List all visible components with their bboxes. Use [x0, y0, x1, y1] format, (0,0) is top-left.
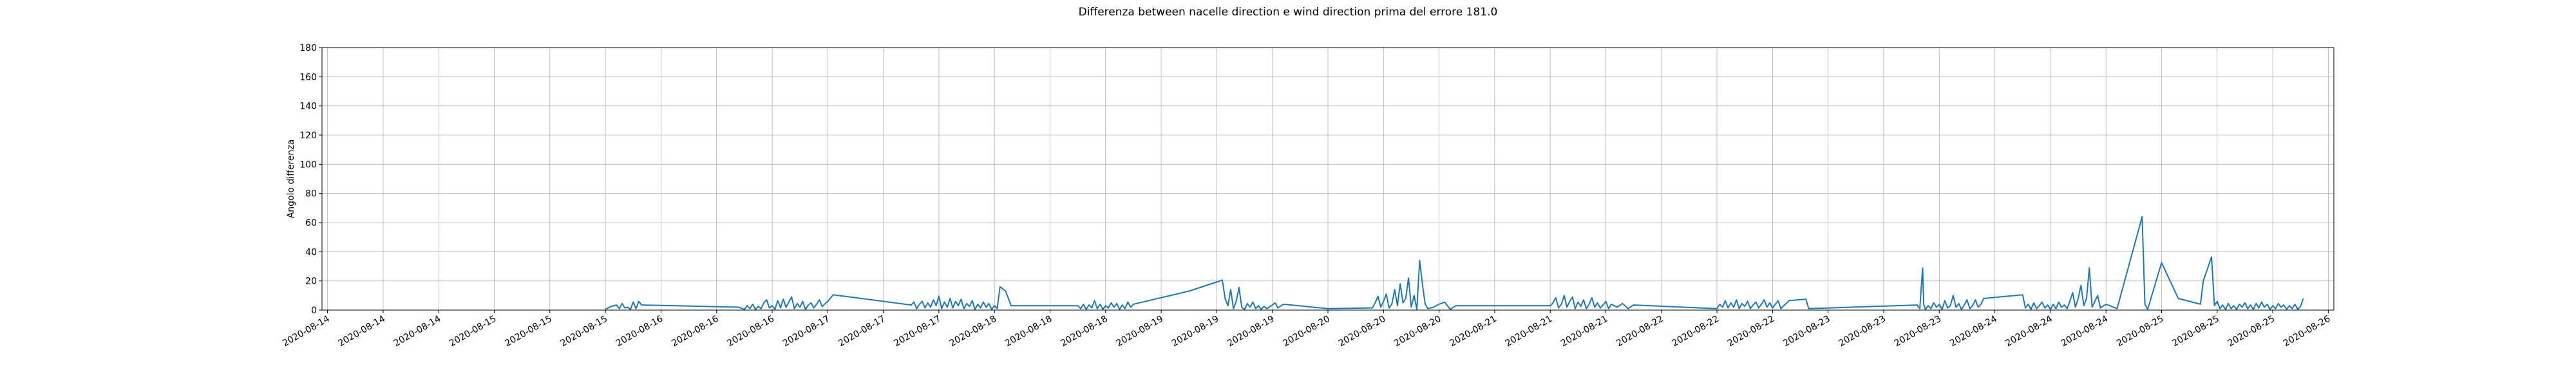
y-tick-label: 180 — [299, 43, 317, 53]
chart-title: Differenza between nacelle direction e w… — [1079, 6, 1498, 19]
y-tick-label: 0 — [311, 306, 317, 316]
y-tick-label: 80 — [305, 189, 317, 199]
y-tick-label: 60 — [305, 218, 317, 228]
series-line — [605, 216, 2304, 310]
y-tick-label: 140 — [299, 102, 317, 112]
line-layer — [605, 216, 2304, 310]
y-axis: 0 20 40 60 80 100 120 140 160 180 — [299, 43, 322, 316]
y-tick-label: 120 — [299, 131, 317, 141]
y-tick-label: 40 — [305, 247, 317, 257]
y-tick-label: 20 — [305, 277, 317, 287]
y-tick-label: 160 — [299, 72, 317, 82]
grid-layer — [322, 47, 2334, 311]
y-tick-label: 100 — [299, 160, 317, 170]
y-axis-label: Angolo differenza — [286, 140, 296, 219]
